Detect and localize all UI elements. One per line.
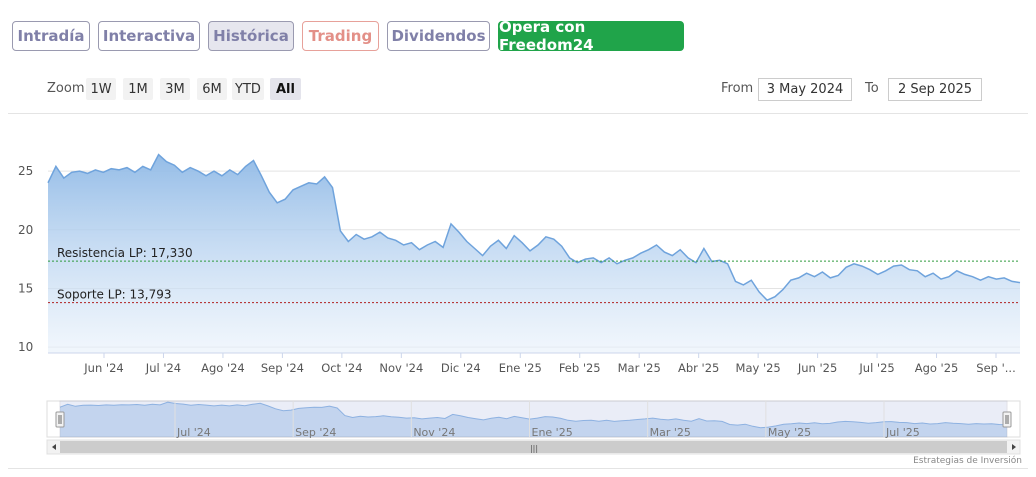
footer-divider [8, 468, 1028, 469]
zoom-3m-button[interactable]: 3M [160, 78, 190, 100]
navigator-selection [59, 400, 1008, 438]
y-tick-label: 20 [18, 223, 33, 237]
x-tick-label: Sep '24 [261, 361, 304, 375]
scroll-left-arrow-icon[interactable] [52, 444, 56, 450]
x-tick-label: Oct '24 [321, 361, 362, 375]
price-area [48, 154, 1020, 353]
navigator-right-handle[interactable] [1002, 411, 1012, 428]
zoom-6m-button[interactable]: 6M [197, 78, 227, 100]
y-tick-label: 25 [18, 164, 33, 178]
from-label: From [721, 81, 754, 96]
resistance-label: Resistencia LP: 17,330 [57, 246, 193, 260]
tab-interactiva[interactable]: Interactiva [98, 21, 200, 51]
x-tick-label: Sep '... [976, 361, 1015, 375]
navigator-tick-label: Jul '24 [176, 426, 211, 439]
zoom-1w-button[interactable]: 1W [86, 78, 116, 100]
footer-credit: Estrategias de Inversión [913, 456, 1022, 466]
opera-freedom24-button[interactable]: Opera con Freedom24 [498, 18, 684, 54]
scroll-right-arrow-icon[interactable] [1012, 444, 1016, 450]
zoom-ytd-button[interactable]: YTD [232, 78, 264, 100]
support-label: Soporte LP: 13,793 [57, 288, 172, 302]
x-tick-label: Jul '24 [145, 361, 181, 375]
x-tick-label: Feb '25 [559, 361, 601, 375]
navigator-area [60, 402, 1007, 437]
zoom-1m-button[interactable]: 1M [123, 78, 153, 100]
tab-intradia[interactable]: Intradía [12, 21, 90, 51]
x-tick-label: Nov '24 [379, 361, 423, 375]
to-date-input[interactable]: 2 Sep 2025 [888, 78, 982, 101]
scrollbar-thumb[interactable] [60, 441, 1007, 453]
tab-trading[interactable]: Trading [302, 21, 379, 51]
x-tick-label: Ene '25 [499, 361, 542, 375]
x-tick-label: Dic '24 [441, 361, 481, 375]
navigator-tick-label: Nov '24 [413, 426, 455, 439]
navigator-tick-label: Sep '24 [295, 426, 336, 439]
tab-dividendos[interactable]: Dividendos [387, 21, 490, 51]
y-tick-label: 10 [18, 340, 33, 354]
navigator-left-handle[interactable] [55, 411, 65, 428]
zoom-label: Zoom [47, 81, 85, 96]
zoom-all-button[interactable]: All [270, 78, 301, 100]
price-line [47, 153, 1021, 302]
x-tick-label: Jul '25 [858, 361, 894, 375]
to-label: To [865, 81, 879, 96]
x-tick-label: Ago '24 [201, 361, 245, 375]
chart-top-divider [8, 113, 1028, 114]
tab-historica[interactable]: Histórica [208, 21, 294, 51]
navigator-tick-label: Ene '25 [532, 426, 573, 439]
x-tick-label: Ago '25 [915, 361, 959, 375]
navigator-tick-label: Jul '25 [885, 426, 920, 439]
from-date-input[interactable]: 3 May 2024 [758, 78, 852, 101]
x-tick-label: May '25 [736, 361, 781, 375]
navigator-tick-label: May '25 [768, 426, 811, 439]
x-tick-label: Abr '25 [678, 361, 719, 375]
x-tick-label: Mar '25 [618, 361, 661, 375]
y-tick-label: 15 [18, 281, 33, 295]
x-tick-label: Jun '25 [797, 361, 837, 375]
navigator-tick-label: Mar '25 [650, 426, 691, 439]
navigator-line [59, 401, 1008, 429]
x-tick-label: Jun '24 [83, 361, 123, 375]
scrollbar-grip-icon: ||| [530, 444, 538, 453]
